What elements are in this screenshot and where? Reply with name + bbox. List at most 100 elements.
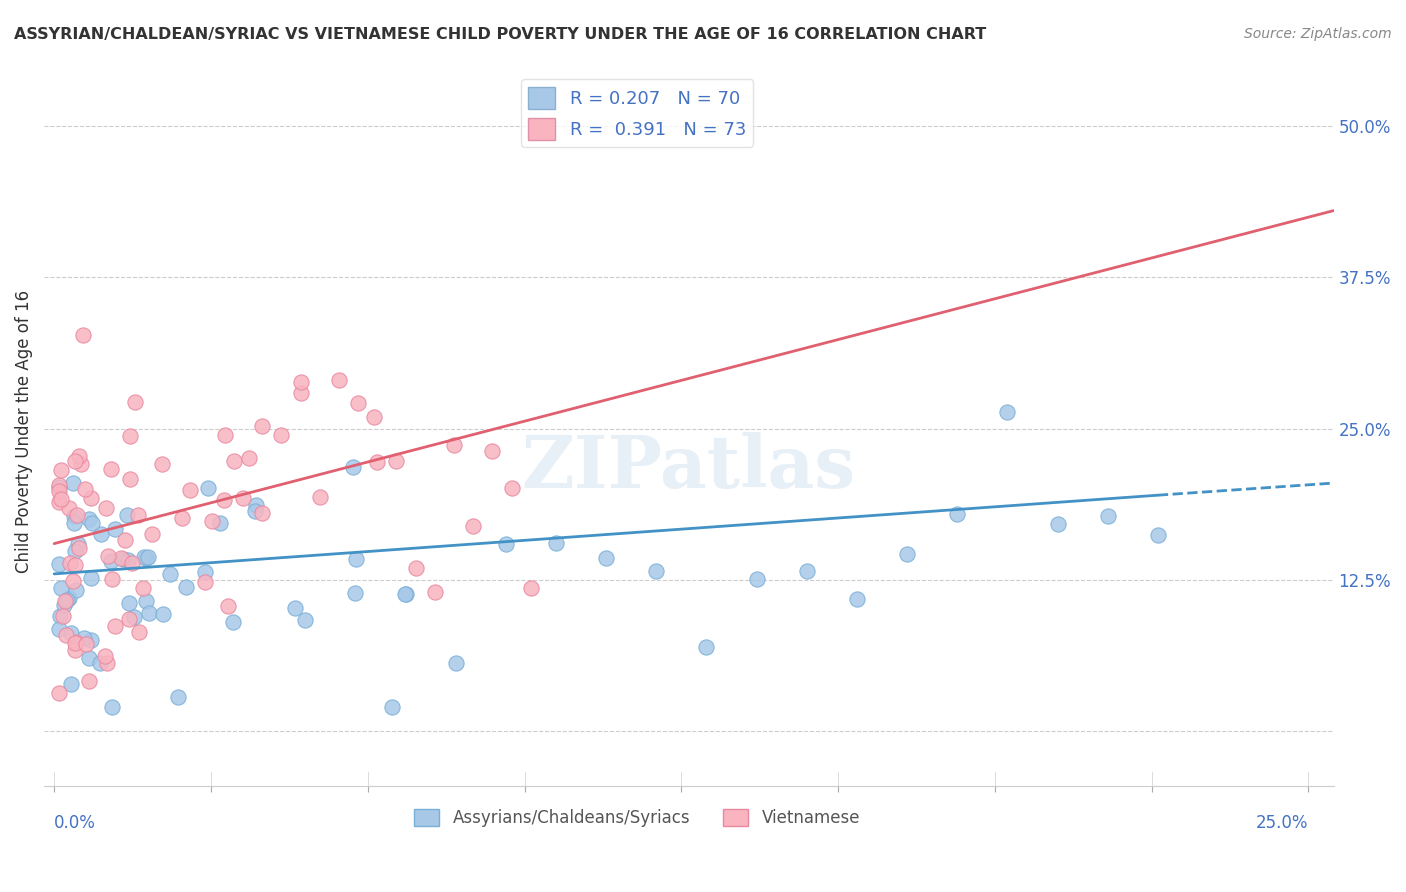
Point (238, 451, 260, 466)
Point (62, 574, 84, 588)
Point (381, 700, 404, 714)
Point (520, 582, 543, 596)
Point (159, 567, 181, 582)
Point (59, 556, 82, 570)
Point (67, 537, 90, 551)
Point (342, 459, 364, 474)
Point (93, 649, 115, 664)
Point (1097, 508, 1119, 523)
Point (121, 556, 143, 570)
Point (118, 429, 141, 443)
Point (997, 405, 1019, 419)
Point (94, 500, 117, 515)
Text: 0.0%: 0.0% (55, 814, 96, 831)
Point (58, 591, 80, 605)
Point (75, 482, 97, 496)
Point (366, 454, 388, 468)
Point (179, 483, 201, 497)
Text: Source: ZipAtlas.com: Source: ZipAtlas.com (1244, 27, 1392, 41)
Point (60, 676, 83, 690)
Point (344, 585, 367, 599)
Point (72, 327, 94, 342)
Point (53, 599, 76, 613)
Point (481, 444, 503, 458)
Point (63, 543, 86, 558)
Point (117, 553, 139, 567)
Point (122, 610, 145, 624)
Point (63, 558, 86, 572)
Point (52, 608, 75, 623)
Point (63, 516, 86, 530)
Point (214, 428, 236, 442)
Point (63, 643, 86, 657)
Point (124, 395, 146, 409)
Point (394, 587, 416, 601)
Point (58, 501, 80, 516)
Point (347, 396, 370, 410)
Point (101, 572, 124, 586)
Point (166, 690, 188, 705)
Point (290, 375, 312, 389)
Point (114, 533, 136, 547)
Point (395, 587, 418, 601)
Point (294, 613, 316, 627)
Point (250, 506, 273, 520)
Text: ASSYRIAN/CHALDEAN/SYRIAC VS VIETNAMESE CHILD POVERTY UNDER THE AGE OF 16 CORRELA: ASSYRIAN/CHALDEAN/SYRIAC VS VIETNAMESE C… (14, 27, 987, 42)
Point (67, 449, 90, 463)
Point (222, 615, 245, 629)
Point (115, 508, 138, 523)
Point (56, 593, 79, 607)
Point (63, 509, 86, 524)
Point (48, 480, 70, 494)
Point (284, 601, 307, 615)
Point (90, 527, 112, 541)
Point (79, 571, 101, 585)
Point (96, 656, 118, 670)
Point (127, 508, 149, 522)
Point (845, 592, 868, 607)
Point (290, 386, 312, 401)
Point (49, 609, 72, 624)
Point (110, 551, 132, 566)
Point (63, 454, 86, 468)
Point (111, 551, 134, 566)
Point (217, 599, 239, 613)
Point (444, 657, 467, 671)
Point (48, 483, 70, 498)
Point (1147, 528, 1170, 542)
Point (222, 453, 245, 467)
Point (796, 564, 818, 578)
Point (501, 481, 523, 495)
Legend: Assyrians/Chaldeans/Syriacs, Vietnamese: Assyrians/Chaldeans/Syriacs, Vietnamese (408, 803, 868, 834)
Point (118, 596, 141, 610)
Point (128, 624, 150, 639)
Point (194, 565, 217, 579)
Point (97, 549, 120, 563)
Point (423, 584, 446, 599)
Point (152, 607, 174, 621)
Point (495, 536, 517, 550)
Point (100, 462, 122, 476)
Point (65, 508, 87, 522)
Point (212, 492, 235, 507)
Point (645, 564, 668, 578)
Point (174, 580, 197, 594)
Point (1046, 516, 1069, 531)
Point (89, 657, 111, 671)
Point (77, 674, 100, 689)
Point (308, 491, 330, 505)
Point (101, 700, 124, 714)
Point (118, 611, 141, 625)
Point (208, 516, 231, 530)
Point (135, 594, 157, 608)
Point (49, 581, 72, 595)
Point (65, 582, 87, 597)
Point (67, 541, 90, 556)
Point (48, 477, 70, 491)
Point (75, 637, 97, 651)
Point (138, 606, 160, 620)
Point (385, 454, 408, 468)
Point (896, 547, 918, 561)
Point (170, 511, 193, 525)
Text: ZIPatlas: ZIPatlas (522, 432, 856, 502)
